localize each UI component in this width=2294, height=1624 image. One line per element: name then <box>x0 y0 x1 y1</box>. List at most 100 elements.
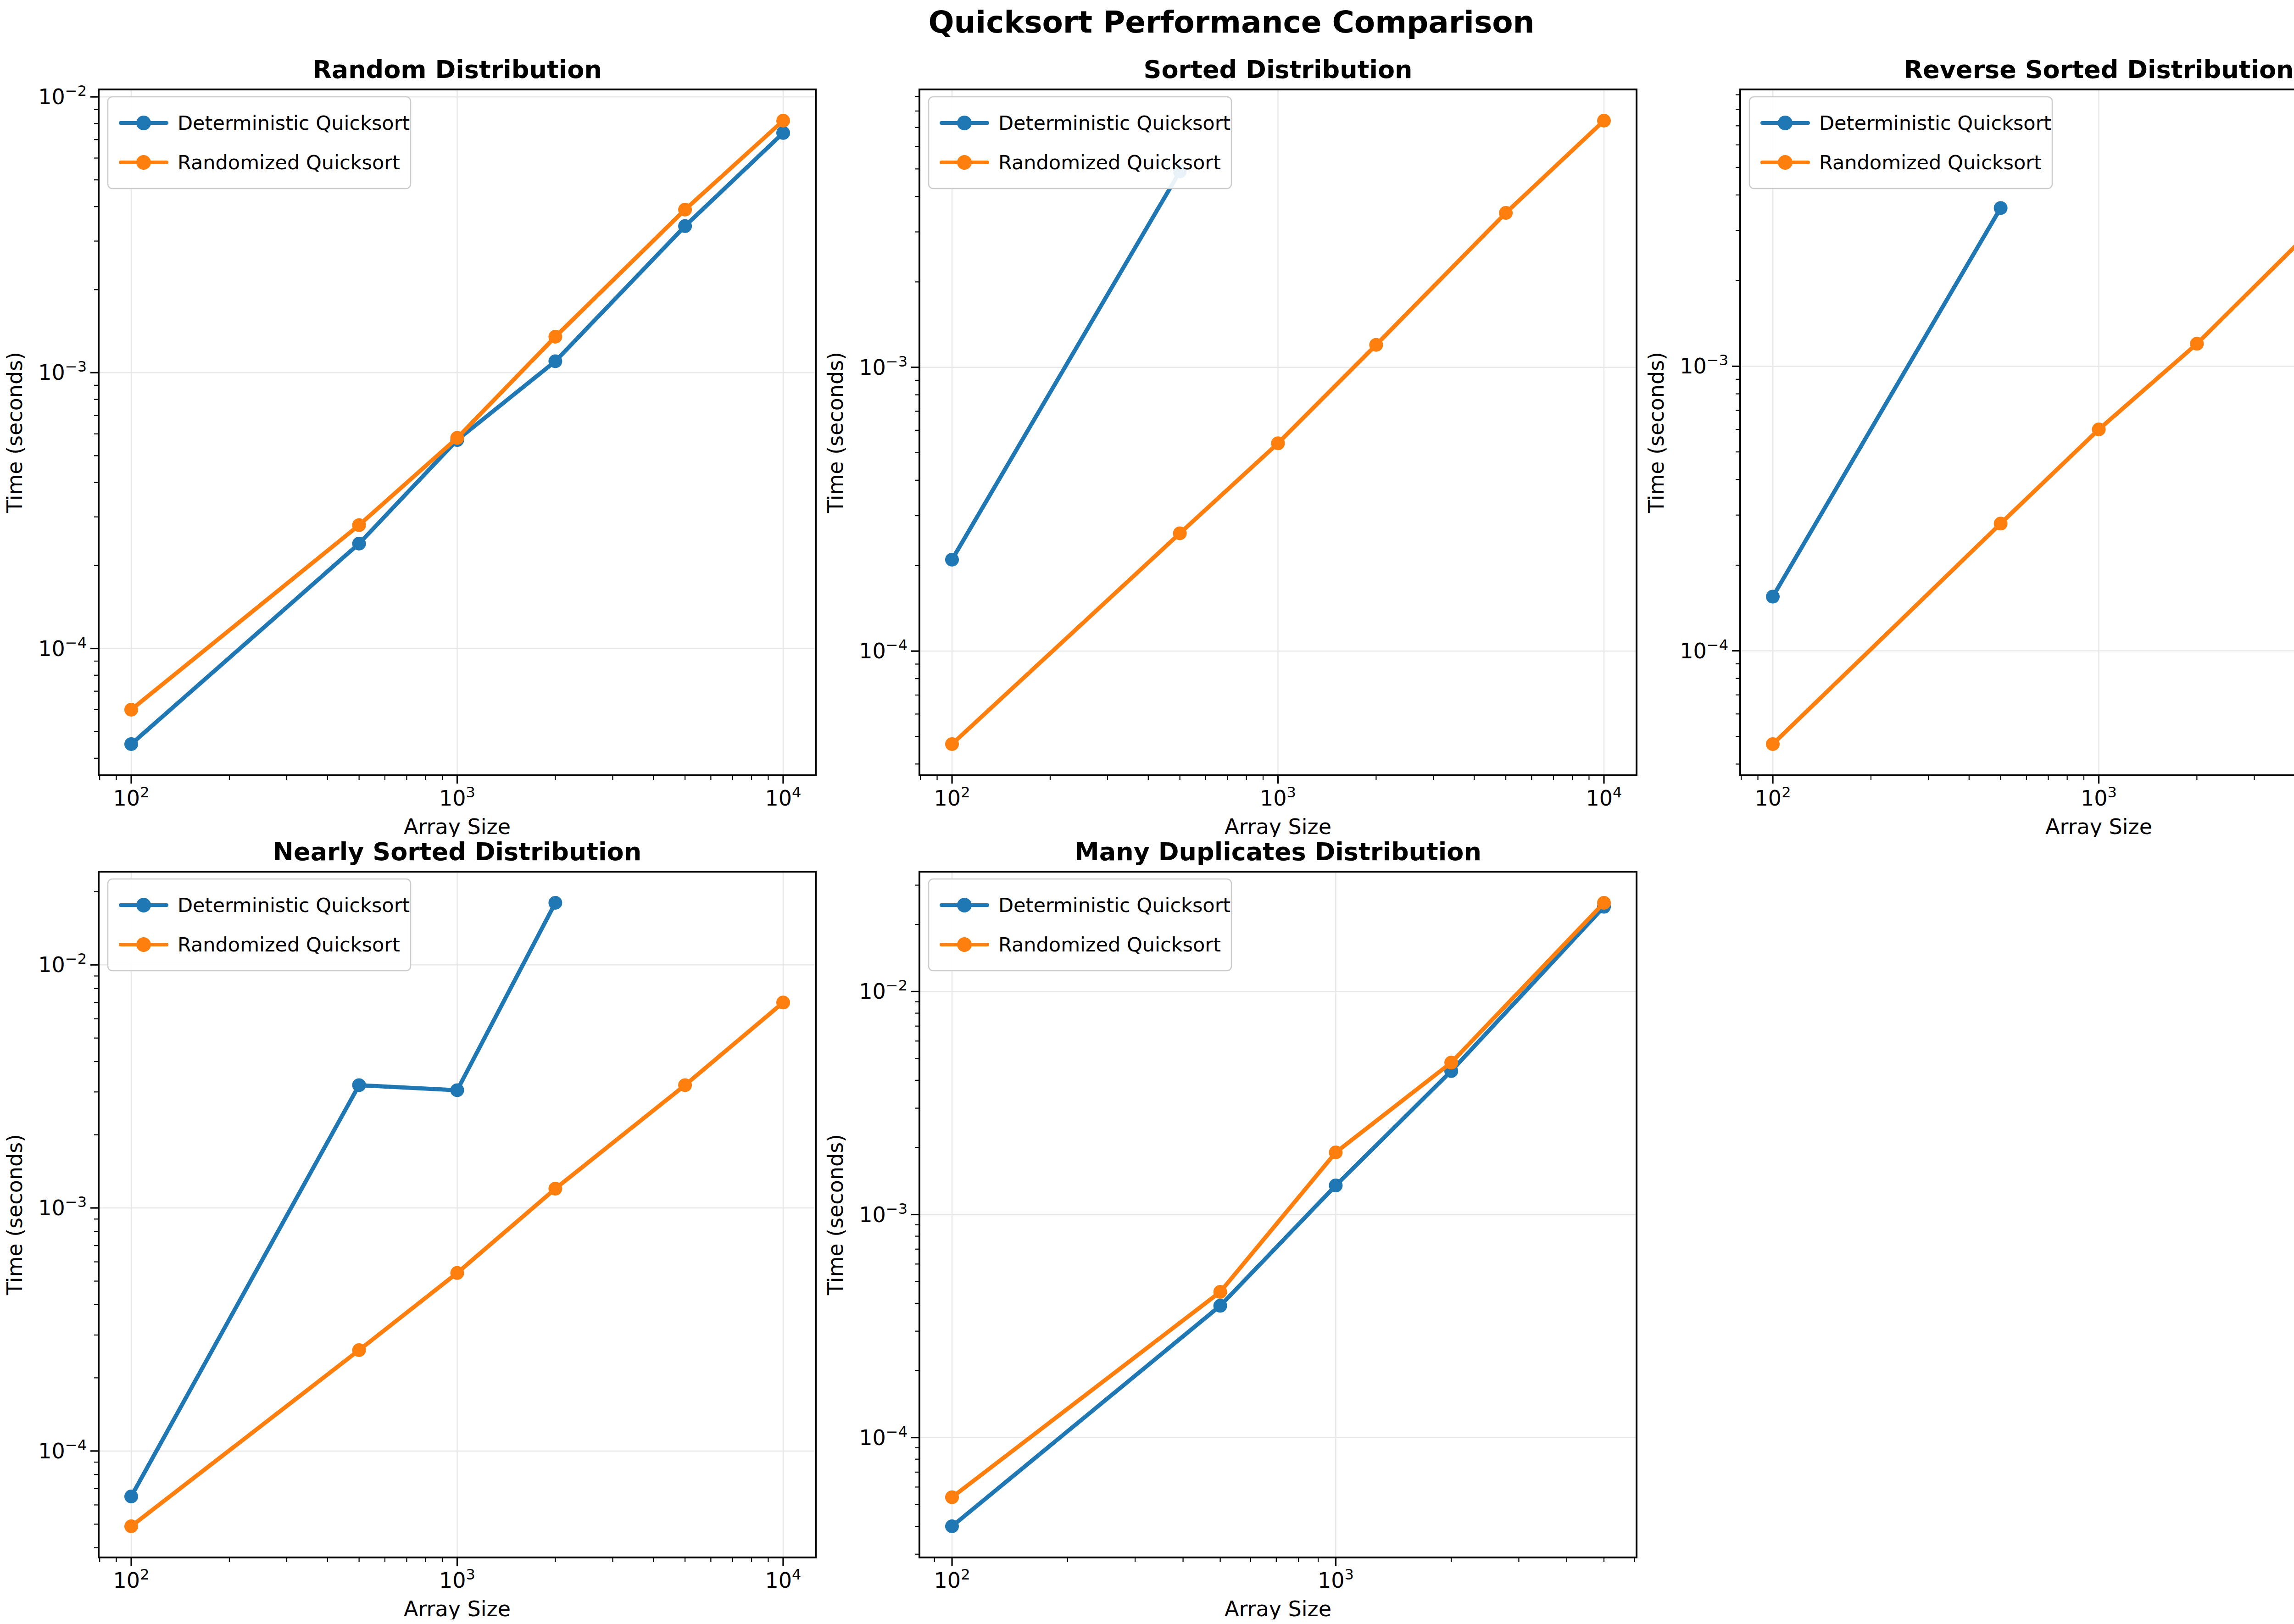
marker-randomized-quicksort <box>352 518 366 532</box>
tick-exponent: 4 <box>792 784 801 801</box>
subplot-title: Reverse Sorted Distribution <box>1904 55 2294 84</box>
tick-exponent: 4 <box>792 1566 801 1583</box>
marker-randomized-quicksort <box>124 703 138 717</box>
legend-label: Deterministic Quicksort <box>178 111 410 134</box>
tick-exponent: −4 <box>886 636 908 654</box>
x-tick-label: 103 <box>439 784 475 811</box>
subplot-sorted-distribution: 10210310410−410−3Sorted DistributionArra… <box>821 55 1642 837</box>
legend-box <box>108 97 411 189</box>
y-tick-label: 10−3 <box>38 358 87 385</box>
x-tick-label: 102 <box>934 784 970 811</box>
marker-randomized-quicksort <box>1369 338 1383 352</box>
x-tick-label: 103 <box>439 1566 475 1593</box>
legend-marker <box>136 155 151 170</box>
y-tick-label: 10−2 <box>38 82 87 109</box>
subplot-title: Sorted Distribution <box>1144 55 1413 84</box>
legend-marker <box>957 116 972 130</box>
subplot-many-duplicates-distribution: 10210310−410−310−2Many Duplicates Distri… <box>821 837 1642 1619</box>
subplot-reverse-sorted-distribution: 10210310410−410−3Reverse Sorted Distribu… <box>1642 55 2294 837</box>
tick-exponent: 3 <box>2108 784 2117 801</box>
legend-label: Randomized Quicksort <box>998 933 1221 956</box>
tick-exponent: 2 <box>1782 784 1791 801</box>
x-axis-label: Array Size <box>1225 814 1331 837</box>
tick-exponent: −2 <box>886 977 908 994</box>
marker-deterministic-quicksort <box>1329 1179 1342 1192</box>
x-tick-label: 102 <box>113 784 150 811</box>
legend-marker <box>957 937 972 952</box>
x-tick-label: 104 <box>765 784 802 811</box>
marker-randomized-quicksort <box>451 431 464 445</box>
subplot-title: Many Duplicates Distribution <box>1075 837 1481 866</box>
y-tick-label: 10−3 <box>859 353 908 380</box>
tick-exponent: 3 <box>1287 784 1296 801</box>
tick-exponent: 2 <box>140 784 149 801</box>
x-tick-label: 103 <box>2081 784 2117 811</box>
legend: Deterministic QuicksortRandomized Quicks… <box>929 97 1231 189</box>
marker-randomized-quicksort <box>1173 527 1187 540</box>
x-tick-label: 104 <box>765 1566 802 1593</box>
legend-marker <box>1778 116 1793 130</box>
marker-deterministic-quicksort <box>1994 201 2008 215</box>
tick-exponent: −4 <box>65 634 87 651</box>
plot-background <box>1740 89 2294 775</box>
legend: Deterministic QuicksortRandomized Quicks… <box>929 879 1231 971</box>
x-axis-label: Array Size <box>404 814 511 837</box>
marker-randomized-quicksort <box>2092 423 2106 436</box>
marker-randomized-quicksort <box>776 996 790 1009</box>
marker-deterministic-quicksort <box>124 737 138 751</box>
marker-deterministic-quicksort <box>945 1519 959 1533</box>
y-tick-label: 10−3 <box>38 1193 87 1220</box>
tick-exponent: −3 <box>886 353 908 370</box>
tick-exponent: −3 <box>65 358 87 375</box>
legend-marker <box>957 155 972 170</box>
subplot-title: Random Distribution <box>312 55 602 84</box>
legend-marker <box>1778 155 1793 170</box>
marker-randomized-quicksort <box>352 1343 366 1357</box>
legend-box <box>108 879 411 971</box>
y-tick-label: 10−3 <box>1680 351 1728 378</box>
figure-title: Quicksort Performance Comparison <box>0 5 2294 40</box>
marker-randomized-quicksort <box>1271 436 1285 450</box>
marker-deterministic-quicksort <box>776 126 790 140</box>
x-tick-label: 102 <box>113 1566 150 1593</box>
legend-marker <box>136 116 151 130</box>
legend-box <box>929 97 1231 189</box>
y-axis-label: Time (seconds) <box>1644 352 1669 513</box>
y-tick-label: 10−2 <box>38 950 87 977</box>
marker-deterministic-quicksort <box>678 219 692 233</box>
y-tick-label: 10−4 <box>859 636 908 663</box>
legend-label: Randomized Quicksort <box>178 151 400 174</box>
legend-marker <box>136 898 151 912</box>
marker-deterministic-quicksort <box>1214 1299 1227 1313</box>
legend-label: Deterministic Quicksort <box>178 894 410 917</box>
x-tick-label: 102 <box>1755 784 1791 811</box>
marker-randomized-quicksort <box>1766 737 1780 751</box>
y-axis-label: Time (seconds) <box>2 1134 27 1296</box>
x-tick-label: 104 <box>1586 784 1622 811</box>
y-tick-label: 10−2 <box>859 977 908 1004</box>
y-axis-label: Time (seconds) <box>823 1134 848 1296</box>
marker-deterministic-quicksort <box>548 355 562 368</box>
marker-randomized-quicksort <box>678 203 692 217</box>
y-tick-label: 10−4 <box>38 634 87 661</box>
marker-randomized-quicksort <box>776 114 790 128</box>
tick-exponent: −3 <box>1707 351 1728 369</box>
tick-exponent: −2 <box>65 950 87 968</box>
x-tick-label: 103 <box>1318 1566 1354 1593</box>
x-axis-label: Array Size <box>404 1596 511 1619</box>
legend-label: Deterministic Quicksort <box>1819 111 2051 134</box>
tick-exponent: 2 <box>961 784 970 801</box>
legend-label: Deterministic Quicksort <box>998 111 1231 134</box>
marker-randomized-quicksort <box>1214 1285 1227 1299</box>
tick-exponent: −4 <box>1707 636 1728 654</box>
marker-randomized-quicksort <box>945 1491 959 1504</box>
marker-deterministic-quicksort <box>124 1490 138 1503</box>
marker-randomized-quicksort <box>1444 1056 1458 1069</box>
marker-deterministic-quicksort <box>352 537 366 551</box>
legend: Deterministic QuicksortRandomized Quicks… <box>108 879 411 971</box>
tick-exponent: 3 <box>466 784 475 801</box>
marker-randomized-quicksort <box>451 1266 464 1280</box>
tick-exponent: −3 <box>65 1193 87 1211</box>
marker-randomized-quicksort <box>678 1078 692 1092</box>
subplot-nearly-sorted-distribution: 10210310410−410−310−2Nearly Sorted Distr… <box>0 837 821 1619</box>
